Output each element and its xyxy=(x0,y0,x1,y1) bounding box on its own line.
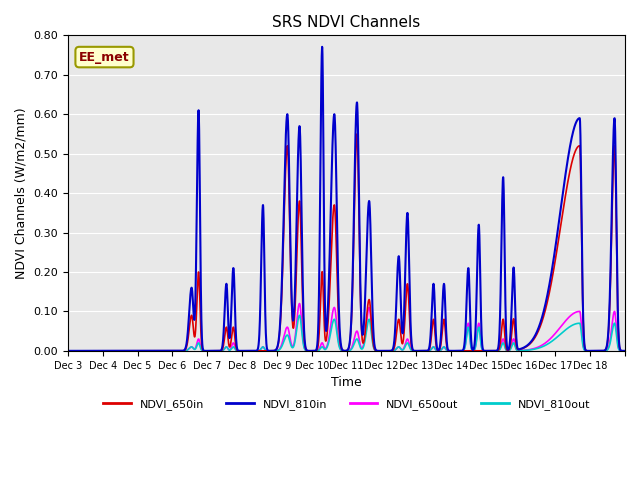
NDVI_810in xyxy=(550,252,558,258)
NDVI_810out xyxy=(161,348,168,354)
NDVI_810in xyxy=(318,44,326,50)
NDVI_650in xyxy=(611,144,618,150)
NDVI_650in xyxy=(128,348,136,354)
NDVI_650out xyxy=(278,342,285,348)
NDVI_810out xyxy=(611,321,618,326)
NDVI_810in xyxy=(302,345,310,351)
NDVI_810out xyxy=(621,348,629,354)
NDVI_810out xyxy=(302,348,310,353)
NDVI_650out xyxy=(611,309,618,314)
Line: NDVI_810out: NDVI_810out xyxy=(68,315,625,351)
NDVI_650in xyxy=(64,348,72,354)
Title: SRS NDVI Channels: SRS NDVI Channels xyxy=(273,15,420,30)
NDVI_650out xyxy=(64,348,72,354)
Y-axis label: NDVI Channels (W/m2/mm): NDVI Channels (W/m2/mm) xyxy=(15,107,28,279)
NDVI_810in xyxy=(278,287,285,293)
NDVI_650out xyxy=(296,300,303,306)
Line: NDVI_650out: NDVI_650out xyxy=(68,303,625,351)
NDVI_810in xyxy=(621,348,629,354)
NDVI_650in xyxy=(353,131,361,137)
NDVI_650out xyxy=(161,348,168,354)
NDVI_810in xyxy=(611,117,618,123)
NDVI_810in xyxy=(128,348,136,354)
Text: EE_met: EE_met xyxy=(79,50,130,63)
NDVI_810out xyxy=(128,348,136,354)
NDVI_810in xyxy=(161,348,168,354)
NDVI_650in xyxy=(161,348,168,354)
NDVI_810out xyxy=(550,336,558,342)
NDVI_650out xyxy=(550,332,558,337)
Line: NDVI_650in: NDVI_650in xyxy=(68,134,625,351)
NDVI_810out xyxy=(278,344,285,349)
NDVI_650in xyxy=(302,346,310,352)
NDVI_810out xyxy=(296,312,303,318)
NDVI_810in xyxy=(64,348,72,354)
NDVI_650in xyxy=(278,295,285,301)
NDVI_650out xyxy=(128,348,136,354)
NDVI_650out xyxy=(621,348,629,354)
NDVI_810out xyxy=(64,348,72,354)
NDVI_650out xyxy=(302,348,310,353)
X-axis label: Time: Time xyxy=(331,376,362,389)
NDVI_650in xyxy=(550,264,558,269)
Line: NDVI_810in: NDVI_810in xyxy=(68,47,625,351)
Legend: NDVI_650in, NDVI_810in, NDVI_650out, NDVI_810out: NDVI_650in, NDVI_810in, NDVI_650out, NDV… xyxy=(99,395,595,415)
NDVI_650in xyxy=(621,348,629,354)
